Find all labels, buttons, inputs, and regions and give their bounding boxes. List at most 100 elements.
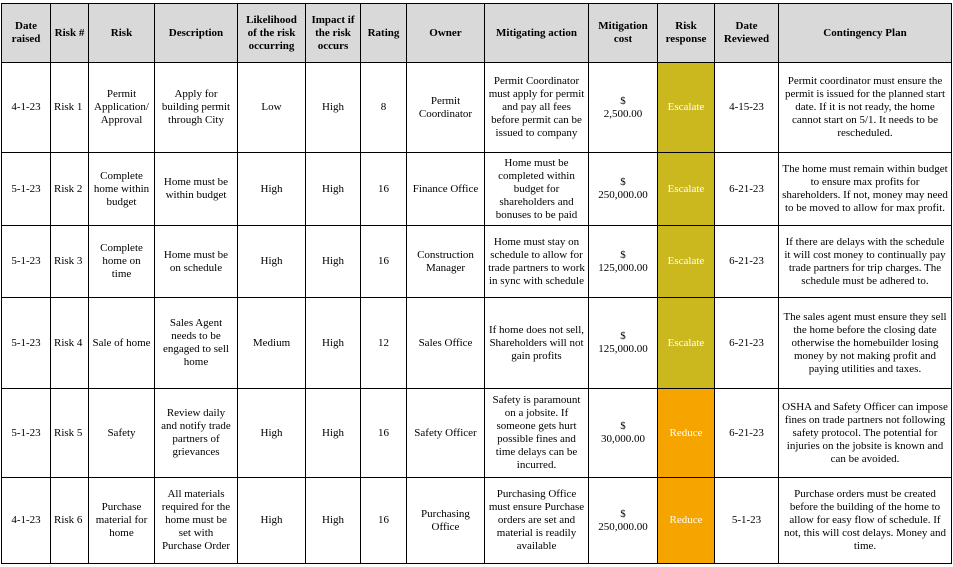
risk-response-cell: Escalate xyxy=(657,225,715,298)
header-row: Date raised Risk # Risk Description Likeliho… xyxy=(1,3,952,63)
table-cell: Purchasing Office xyxy=(406,477,485,564)
table-cell: High xyxy=(305,477,361,564)
table-cell: 8 xyxy=(360,62,407,153)
table-cell: Sales Agent needs to be engaged to sell … xyxy=(154,297,238,389)
table-cell: High xyxy=(305,225,361,298)
table-cell: High xyxy=(237,225,306,298)
table-row: 5-1-23 Risk 5 Safety Review daily and notif… xyxy=(1,388,952,478)
table-cell: Risk 3 xyxy=(50,225,89,298)
table-cell: Risk 6 xyxy=(50,477,89,564)
table-cell: Permit coordinator must ensure the permi… xyxy=(778,62,952,153)
risk-table: Date raised Risk # Risk Description Likeliho… xyxy=(1,3,952,564)
table-cell: Home must be completed within budget for… xyxy=(484,152,589,226)
header-cell: Risk xyxy=(88,3,155,63)
table-cell: Risk 5 xyxy=(50,388,89,478)
table-cell: 4-1-23 xyxy=(1,62,51,153)
table-cell: Home must be on schedule xyxy=(154,225,238,298)
table-cell: High xyxy=(305,152,361,226)
table-cell: The home must remain within budget to en… xyxy=(778,152,952,226)
table-cell: Risk 2 xyxy=(50,152,89,226)
table-cell: High xyxy=(305,388,361,478)
table-row: 4-1-23 Risk 1 Permit Application/Approval A… xyxy=(1,62,952,153)
header-cell: Date Reviewed xyxy=(714,3,779,63)
table-cell: Risk 4 xyxy=(50,297,89,389)
header-cell: Rating xyxy=(360,3,407,63)
header-cell: Mitigation cost xyxy=(588,3,658,63)
table-cell: If home does not sell, Shareholders will… xyxy=(484,297,589,389)
table-cell: Complete home within budget xyxy=(88,152,155,226)
header-cell: Contingency Plan xyxy=(778,3,952,63)
table-cell: High xyxy=(237,477,306,564)
table-cell: Home must be within budget xyxy=(154,152,238,226)
header-cell: Risk response xyxy=(657,3,715,63)
risk-response-cell: Reduce xyxy=(657,477,715,564)
table-cell: Complete home on time xyxy=(88,225,155,298)
table-cell: Sale of home xyxy=(88,297,155,389)
table-cell: Purchase orders must be created before t… xyxy=(778,477,952,564)
table-cell: High xyxy=(237,152,306,226)
table-body: 4-1-23 Risk 1 Permit Application/Approval A… xyxy=(1,62,952,564)
table-cell: Home must stay on schedule to allow for … xyxy=(484,225,589,298)
table-cell: 5-1-23 xyxy=(714,477,779,564)
table-cell: $ 250,000.00 xyxy=(588,152,658,226)
table-cell: 6-21-23 xyxy=(714,225,779,298)
table-cell: Purchase material for home xyxy=(88,477,155,564)
table-cell: 5-1-23 xyxy=(1,152,51,226)
table-cell: 5-1-23 xyxy=(1,297,51,389)
table-cell: High xyxy=(305,62,361,153)
header-cell: Date raised xyxy=(1,3,51,63)
table-cell: High xyxy=(237,388,306,478)
table-cell: Finance Office xyxy=(406,152,485,226)
table-cell: $ 2,500.00 xyxy=(588,62,658,153)
table-cell: Sales Office xyxy=(406,297,485,389)
table-cell: High xyxy=(305,297,361,389)
table-cell: 6-21-23 xyxy=(714,152,779,226)
table-cell: Safety is paramount on a jobsite. If som… xyxy=(484,388,589,478)
table-row: 5-1-23 Risk 2 Complete home within budget H… xyxy=(1,152,952,226)
table-cell: Risk 1 xyxy=(50,62,89,153)
table-cell: 6-21-23 xyxy=(714,388,779,478)
table-row: 4-1-23 Risk 6 Purchase material for home Al… xyxy=(1,477,952,564)
header-cell: Owner xyxy=(406,3,485,63)
table-cell: 5-1-23 xyxy=(1,225,51,298)
table-cell: Safety Officer xyxy=(406,388,485,478)
table-row: 5-1-23 Risk 4 Sale of home Sales Agent need… xyxy=(1,297,952,389)
table-cell: Permit Application/Approval xyxy=(88,62,155,153)
table-cell: 16 xyxy=(360,225,407,298)
table-cell: Purchasing Office must ensure Purchase o… xyxy=(484,477,589,564)
risk-response-cell: Reduce xyxy=(657,388,715,478)
table-cell: All materials required for the home must… xyxy=(154,477,238,564)
table-cell: 16 xyxy=(360,152,407,226)
table-cell: Low xyxy=(237,62,306,153)
table-cell: 16 xyxy=(360,388,407,478)
table-cell: 12 xyxy=(360,297,407,389)
table-cell: 5-1-23 xyxy=(1,388,51,478)
table-cell: Construction Manager xyxy=(406,225,485,298)
table-cell: 4-1-23 xyxy=(1,477,51,564)
header-cell: Mitigating action xyxy=(484,3,589,63)
table-cell: Medium xyxy=(237,297,306,389)
table-cell: $ 250,000.00 xyxy=(588,477,658,564)
table-cell: 16 xyxy=(360,477,407,564)
table-cell: 4-15-23 xyxy=(714,62,779,153)
table-cell: Permit Coordinator must apply for permit… xyxy=(484,62,589,153)
table-cell: OSHA and Safety Officer can impose fines… xyxy=(778,388,952,478)
table-cell: $ 125,000.00 xyxy=(588,225,658,298)
risk-response-cell: Escalate xyxy=(657,152,715,226)
header-cell: Impact if the risk occurs xyxy=(305,3,361,63)
risk-response-cell: Escalate xyxy=(657,297,715,389)
risk-response-cell: Escalate xyxy=(657,62,715,153)
table-cell: The sales agent must ensure they sell th… xyxy=(778,297,952,389)
header-cell: Risk # xyxy=(50,3,89,63)
table-cell: $ 30,000.00 xyxy=(588,388,658,478)
table-cell: If there are delays with the schedule it… xyxy=(778,225,952,298)
table-cell: Review daily and notify trade partners o… xyxy=(154,388,238,478)
table-cell: Apply for building permit through City xyxy=(154,62,238,153)
header-cell: Description xyxy=(154,3,238,63)
table-row: 5-1-23 Risk 3 Complete home on time Home mu… xyxy=(1,225,952,298)
table-cell: Permit Coordinator xyxy=(406,62,485,153)
table-cell: 6-21-23 xyxy=(714,297,779,389)
header-cell: Likelihood of the risk occurring xyxy=(237,3,306,63)
table-cell: Safety xyxy=(88,388,155,478)
